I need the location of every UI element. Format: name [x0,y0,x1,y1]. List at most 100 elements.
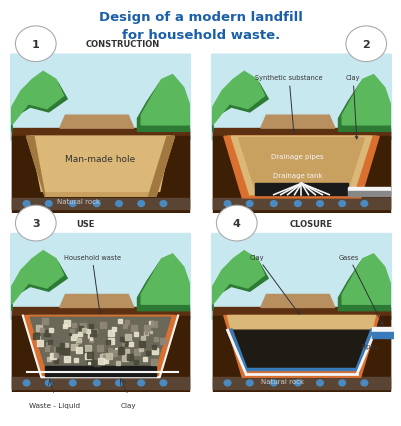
Circle shape [93,380,100,386]
Polygon shape [231,137,371,195]
Polygon shape [212,251,264,305]
Polygon shape [260,116,334,129]
Polygon shape [223,137,378,199]
Polygon shape [371,327,393,332]
Text: Design of a modern landfill: Design of a modern landfill [99,11,302,23]
Polygon shape [231,137,371,192]
Circle shape [294,380,300,386]
Polygon shape [347,192,389,197]
Text: 2: 2 [361,40,369,50]
Text: 4: 4 [232,219,240,229]
Text: Drainage tank: Drainage tank [272,173,322,179]
Circle shape [115,380,122,386]
Polygon shape [26,316,174,376]
Polygon shape [231,331,371,369]
Polygon shape [141,75,189,126]
Text: Clay: Clay [120,402,136,408]
Polygon shape [137,258,189,311]
Polygon shape [341,254,389,305]
Circle shape [316,201,322,207]
Polygon shape [227,316,245,376]
Polygon shape [349,316,375,376]
Text: Synthetic substance: Synthetic substance [255,75,322,133]
Polygon shape [12,254,67,311]
Polygon shape [12,199,189,210]
Polygon shape [212,254,267,311]
Circle shape [216,206,257,242]
Text: USE: USE [76,219,95,228]
Polygon shape [212,129,389,140]
Polygon shape [227,316,375,331]
FancyBboxPatch shape [10,55,190,142]
Circle shape [246,201,252,207]
Polygon shape [212,308,389,319]
Text: Man-made hole: Man-made hole [65,155,135,164]
Polygon shape [26,137,174,197]
FancyBboxPatch shape [211,233,391,321]
Circle shape [338,201,344,207]
Text: for household waste.: for household waste. [122,29,279,42]
Circle shape [69,380,76,386]
Polygon shape [148,137,174,197]
Polygon shape [212,316,389,389]
Circle shape [138,380,144,386]
FancyBboxPatch shape [4,227,196,395]
Polygon shape [30,317,170,366]
Circle shape [270,380,276,386]
Polygon shape [371,332,393,339]
Text: Clay: Clay [249,254,298,314]
Polygon shape [212,199,389,210]
Polygon shape [12,316,189,389]
Polygon shape [347,187,389,192]
Polygon shape [212,311,389,392]
Polygon shape [30,137,170,192]
Polygon shape [227,316,375,376]
Text: Gases: Gases [338,254,382,325]
Polygon shape [12,72,63,126]
FancyBboxPatch shape [10,233,190,321]
FancyBboxPatch shape [205,227,397,395]
Polygon shape [141,254,189,305]
Circle shape [138,201,144,207]
Polygon shape [212,377,389,389]
Text: CLOSURE: CLOSURE [289,219,331,228]
Text: Pipes: Pipes [360,344,378,350]
Polygon shape [12,75,67,132]
Circle shape [224,380,230,386]
Circle shape [360,201,367,207]
Circle shape [23,380,30,386]
Text: CONSTRUCTION: CONSTRUCTION [85,40,160,49]
Polygon shape [12,129,189,140]
Text: Waste - Liquid: Waste - Liquid [28,402,80,408]
Polygon shape [30,316,170,371]
Circle shape [93,201,100,207]
Circle shape [115,201,122,207]
Polygon shape [23,316,178,377]
Circle shape [15,27,56,63]
FancyBboxPatch shape [205,48,397,216]
FancyBboxPatch shape [4,48,196,216]
Polygon shape [255,184,347,195]
Circle shape [160,201,166,207]
Circle shape [338,380,344,386]
Circle shape [224,201,230,207]
Polygon shape [60,295,134,308]
Polygon shape [12,132,189,213]
Circle shape [246,380,252,386]
Circle shape [160,380,166,386]
Polygon shape [12,137,189,210]
Text: Natural rock: Natural rock [57,199,99,205]
Circle shape [45,380,52,386]
Polygon shape [338,258,389,311]
Circle shape [270,201,276,207]
Polygon shape [45,366,156,376]
Circle shape [316,380,322,386]
Polygon shape [212,137,389,210]
Circle shape [45,201,52,207]
Polygon shape [12,377,189,389]
Circle shape [69,201,76,207]
Polygon shape [349,137,375,197]
Polygon shape [338,79,389,132]
Polygon shape [12,308,189,319]
Polygon shape [212,75,267,132]
